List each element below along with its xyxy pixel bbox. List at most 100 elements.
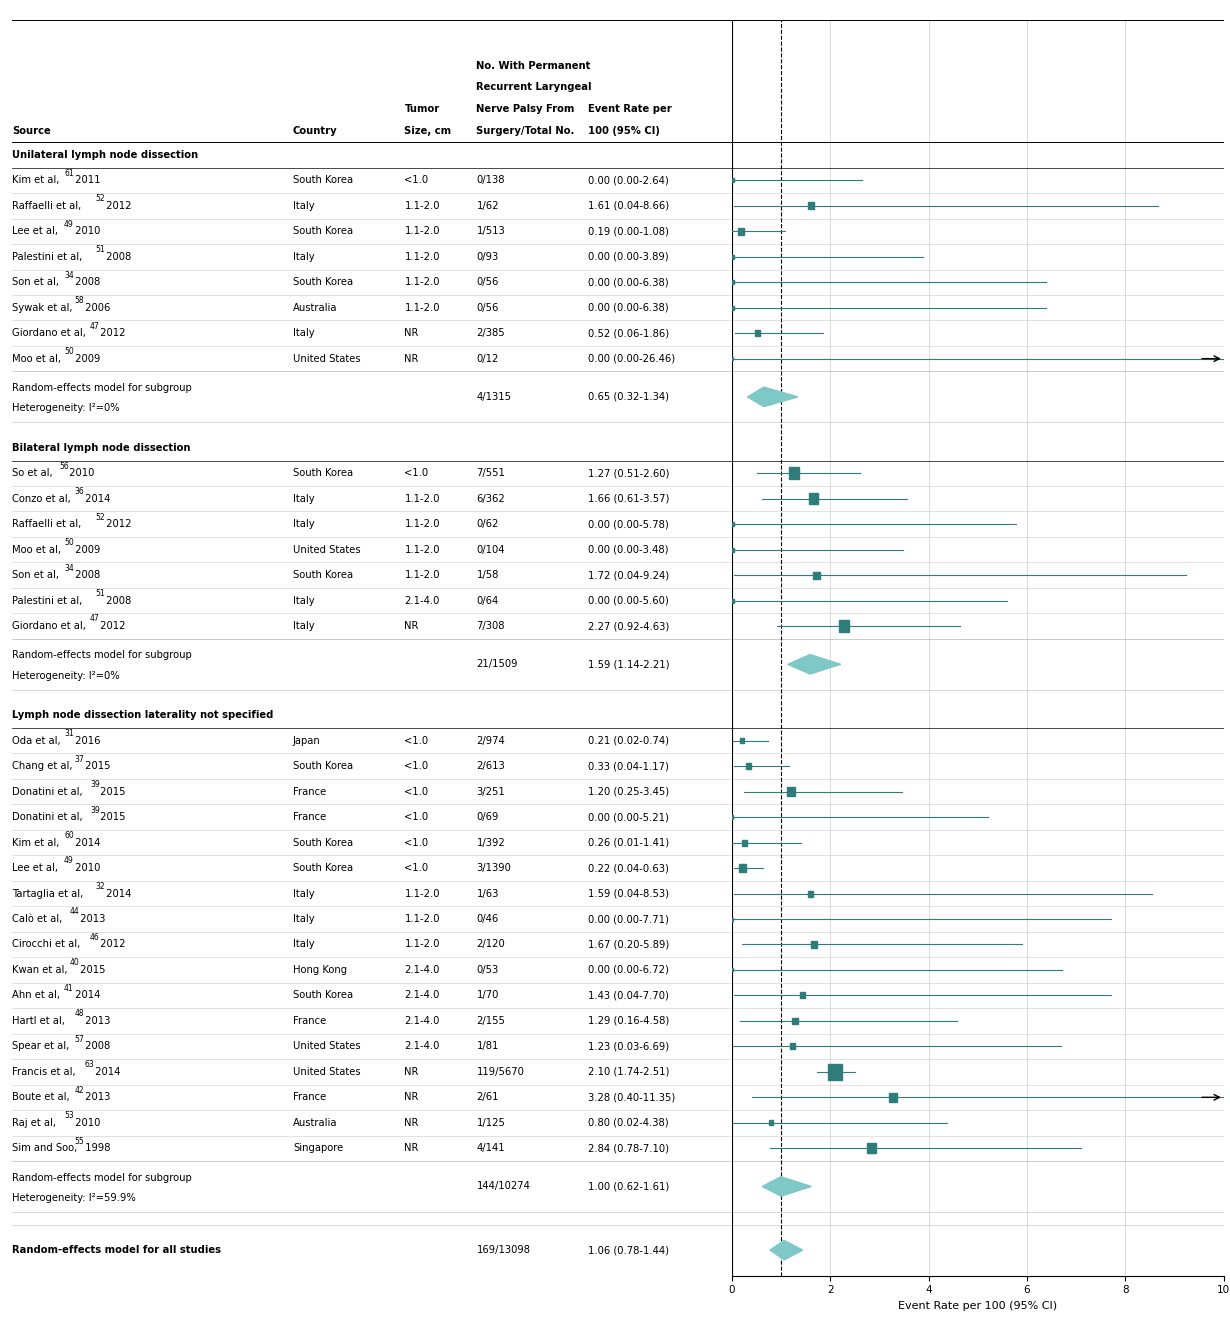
Text: 3/1390: 3/1390: [476, 863, 512, 873]
Text: Heterogeneity: I²=59.9%: Heterogeneity: I²=59.9%: [12, 1193, 137, 1203]
Text: Heterogeneity: I²=0%: Heterogeneity: I²=0%: [12, 403, 121, 414]
Text: Italy: Italy: [293, 493, 315, 504]
Bar: [787, 788, 795, 797]
Text: Sywak et al,: Sywak et al,: [12, 302, 73, 313]
Text: 2015: 2015: [97, 812, 125, 822]
Text: Cirocchi et al,: Cirocchi et al,: [12, 940, 80, 949]
Text: 0.00 (0.00-6.72): 0.00 (0.00-6.72): [588, 965, 669, 975]
Text: South Korea: South Korea: [293, 277, 353, 288]
Text: 2012: 2012: [102, 520, 132, 529]
Polygon shape: [770, 1240, 803, 1260]
Text: 0.00 (0.00-26.46): 0.00 (0.00-26.46): [588, 354, 675, 363]
Text: Heterogeneity: I²=0%: Heterogeneity: I²=0%: [12, 671, 121, 680]
Text: 0.26 (0.01-1.41): 0.26 (0.01-1.41): [588, 838, 669, 847]
Text: 6/362: 6/362: [476, 493, 506, 504]
Text: 2014: 2014: [82, 493, 111, 504]
Text: 2010: 2010: [71, 227, 100, 236]
Text: 2015: 2015: [97, 786, 125, 797]
Text: 1/392: 1/392: [476, 838, 506, 847]
Text: Palestini et al,: Palestini et al,: [12, 252, 82, 261]
Text: 31: 31: [64, 729, 74, 739]
Text: Italy: Italy: [293, 940, 315, 949]
Text: 1.72 (0.04-9.24): 1.72 (0.04-9.24): [588, 570, 669, 581]
Text: NR: NR: [405, 1067, 419, 1077]
Text: France: France: [293, 786, 326, 797]
Bar: [731, 968, 733, 972]
Text: 50: 50: [64, 347, 74, 355]
Text: 2/974: 2/974: [476, 736, 506, 745]
Text: 0.52 (0.06-1.86): 0.52 (0.06-1.86): [588, 328, 669, 338]
Text: 2/613: 2/613: [476, 761, 506, 772]
Text: NR: NR: [405, 1143, 419, 1154]
Text: 2012: 2012: [102, 200, 132, 211]
Text: South Korea: South Korea: [293, 468, 353, 479]
Bar: [740, 739, 744, 743]
Text: <1.0: <1.0: [405, 761, 428, 772]
Text: 34: 34: [64, 564, 74, 573]
Text: 1.29 (0.16-4.58): 1.29 (0.16-4.58): [588, 1016, 669, 1026]
Text: 1.27 (0.51-2.60): 1.27 (0.51-2.60): [588, 468, 669, 479]
Text: 61: 61: [64, 168, 74, 178]
Text: 2009: 2009: [71, 545, 100, 554]
Bar: [808, 202, 814, 210]
Bar: [790, 1044, 795, 1049]
Bar: [813, 572, 819, 579]
Text: Chang et al,: Chang et al,: [12, 761, 73, 772]
Text: 1998: 1998: [82, 1143, 111, 1154]
Text: Ahn et al,: Ahn et al,: [12, 991, 60, 1000]
Text: Calò et al,: Calò et al,: [12, 914, 63, 924]
Text: 3.28 (0.40-11.35): 3.28 (0.40-11.35): [588, 1093, 675, 1102]
Text: 0.22 (0.04-0.63): 0.22 (0.04-0.63): [588, 863, 669, 873]
Text: 2/155: 2/155: [476, 1016, 506, 1026]
Text: 1.06 (0.78-1.44): 1.06 (0.78-1.44): [588, 1245, 669, 1256]
Text: Kim et al,: Kim et al,: [12, 838, 60, 847]
Text: South Korea: South Korea: [293, 863, 353, 873]
Text: 7/551: 7/551: [476, 468, 506, 479]
Text: 0.80 (0.02-4.38): 0.80 (0.02-4.38): [588, 1118, 669, 1128]
Text: Italy: Italy: [293, 621, 315, 631]
Text: <1.0: <1.0: [405, 838, 428, 847]
Text: 63: 63: [85, 1061, 95, 1069]
Text: Nerve Palsy From: Nerve Palsy From: [476, 105, 574, 114]
Text: So et al,: So et al,: [12, 468, 53, 479]
Text: 0/69: 0/69: [476, 812, 499, 822]
Text: Kim et al,: Kim et al,: [12, 175, 60, 186]
Text: Giordano et al,: Giordano et al,: [12, 621, 86, 631]
Text: Australia: Australia: [293, 1118, 337, 1128]
Text: 60: 60: [64, 831, 74, 839]
Text: 57: 57: [75, 1034, 84, 1044]
Text: United States: United States: [293, 354, 360, 363]
Text: Son et al,: Son et al,: [12, 570, 59, 581]
Text: Lee et al,: Lee et al,: [12, 863, 58, 873]
Text: Italy: Italy: [293, 520, 315, 529]
Text: Spear et al,: Spear et al,: [12, 1041, 70, 1052]
Text: 0.00 (0.00-3.89): 0.00 (0.00-3.89): [588, 252, 669, 261]
Text: 1.20 (0.25-3.45): 1.20 (0.25-3.45): [588, 786, 669, 797]
Bar: [867, 1143, 876, 1154]
Text: 0.33 (0.04-1.17): 0.33 (0.04-1.17): [588, 761, 669, 772]
Text: 1.67 (0.20-5.89): 1.67 (0.20-5.89): [588, 940, 669, 949]
Text: 1.00 (0.62-1.61): 1.00 (0.62-1.61): [588, 1181, 669, 1192]
Text: 2010: 2010: [71, 863, 100, 873]
Text: Palestini et al,: Palestini et al,: [12, 595, 82, 606]
Text: Raj et al,: Raj et al,: [12, 1118, 57, 1128]
Text: 1/58: 1/58: [476, 570, 499, 581]
Text: 32: 32: [95, 882, 105, 891]
Text: 2.1-4.0: 2.1-4.0: [405, 991, 440, 1000]
Text: 36: 36: [75, 487, 84, 496]
Text: South Korea: South Korea: [293, 991, 353, 1000]
Text: 2.1-4.0: 2.1-4.0: [405, 965, 440, 975]
Text: 1.1-2.0: 1.1-2.0: [405, 302, 440, 313]
Text: 0.00 (0.00-5.21): 0.00 (0.00-5.21): [588, 812, 669, 822]
Text: 0/104: 0/104: [476, 545, 504, 554]
Text: Boute et al,: Boute et al,: [12, 1093, 70, 1102]
Text: 44: 44: [69, 907, 79, 916]
Text: South Korea: South Korea: [293, 761, 353, 772]
Text: 51: 51: [95, 589, 105, 598]
Text: 47: 47: [90, 614, 100, 623]
Text: 21/1509: 21/1509: [476, 659, 518, 670]
Text: NR: NR: [405, 328, 419, 338]
Text: 50: 50: [64, 538, 74, 548]
Text: 1.1-2.0: 1.1-2.0: [405, 252, 440, 261]
Text: Donatini et al,: Donatini et al,: [12, 812, 82, 822]
